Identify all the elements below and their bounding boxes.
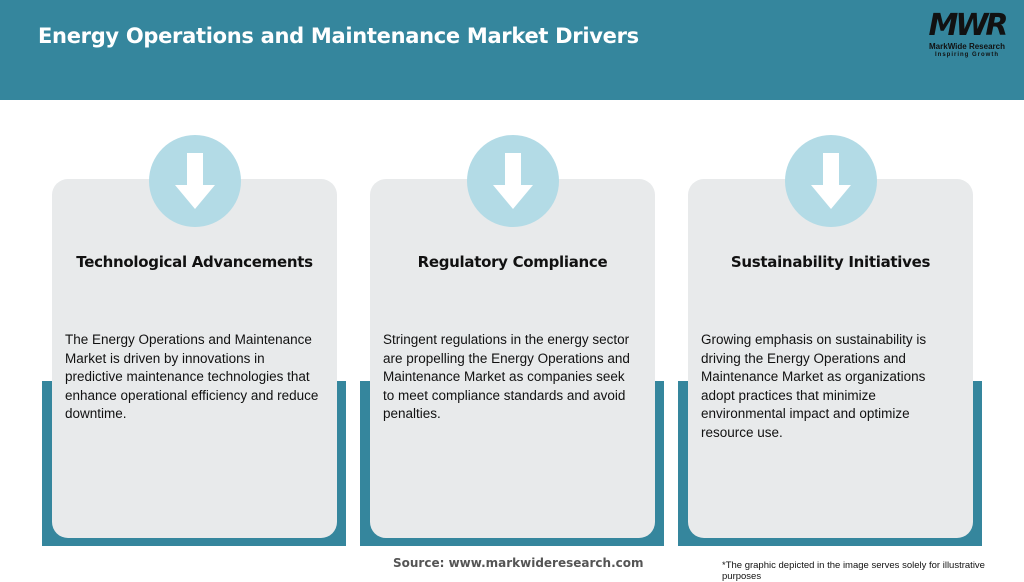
source-text: Source: www.markwideresearch.com bbox=[393, 556, 644, 570]
card-description: Stringent regulations in the energy sect… bbox=[383, 332, 630, 421]
card-description: The Energy Operations and Maintenance Ma… bbox=[65, 332, 319, 421]
page-title: Energy Operations and Maintenance Market… bbox=[38, 24, 639, 48]
header-banner: Energy Operations and Maintenance Market… bbox=[0, 0, 1024, 100]
driver-card bbox=[370, 179, 655, 538]
arrow-down-icon bbox=[785, 135, 877, 227]
logo: MWR MarkWide Research Inspiring Growth bbox=[922, 10, 1012, 59]
disclaimer-note: *The graphic depicted in the image serve… bbox=[722, 560, 985, 582]
card-title: Technological Advancements bbox=[76, 253, 313, 271]
logo-tagline: Inspiring Growth bbox=[935, 52, 999, 58]
card-title: Sustainability Initiatives bbox=[730, 253, 931, 271]
driver-card bbox=[52, 179, 337, 538]
card-description: Growing emphasis on sustainability is dr… bbox=[701, 332, 927, 440]
arrow-down-icon bbox=[467, 135, 559, 227]
driver-card bbox=[688, 179, 973, 538]
logo-name: MarkWide Research bbox=[929, 42, 1005, 51]
card-title: Regulatory Compliance bbox=[417, 253, 608, 271]
logo-mark: MWR bbox=[928, 8, 1008, 43]
arrow-down-icon bbox=[149, 135, 241, 227]
